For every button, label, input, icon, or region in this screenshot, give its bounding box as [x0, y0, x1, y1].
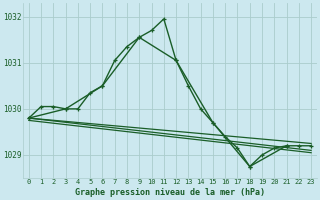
X-axis label: Graphe pression niveau de la mer (hPa): Graphe pression niveau de la mer (hPa) [75, 188, 265, 197]
